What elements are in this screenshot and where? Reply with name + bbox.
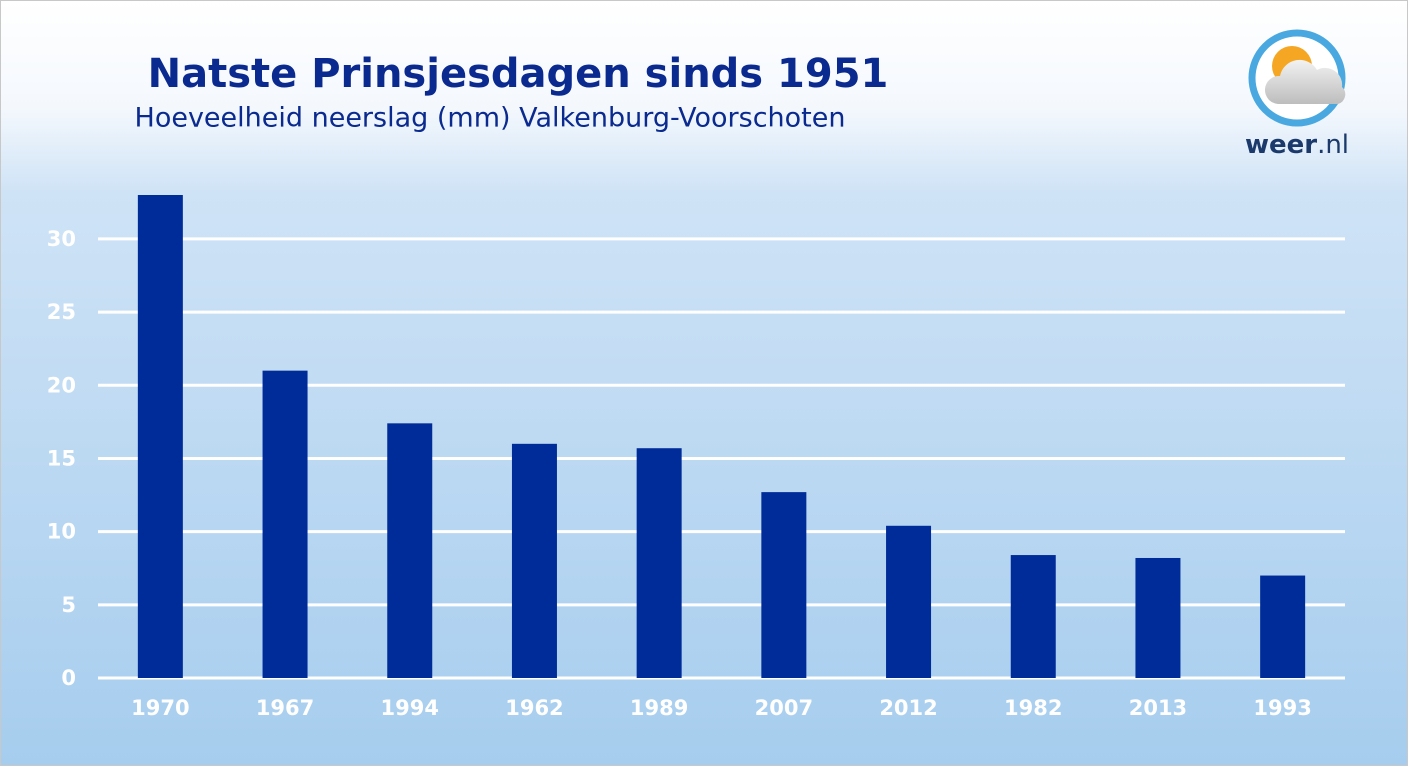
x-tick-label: 1967 bbox=[256, 696, 314, 720]
bar bbox=[761, 492, 807, 678]
bar bbox=[387, 423, 433, 678]
y-tick-label: 5 bbox=[61, 593, 76, 617]
y-tick-label: 20 bbox=[47, 373, 76, 397]
bar bbox=[511, 443, 557, 678]
bar bbox=[1010, 555, 1056, 678]
logo-cloud bbox=[1264, 59, 1346, 104]
y-tick-label: 0 bbox=[61, 666, 76, 690]
logo-suffix: .nl bbox=[1317, 130, 1349, 160]
y-tick-label: 30 bbox=[47, 227, 76, 251]
x-tick-label: 2007 bbox=[755, 696, 813, 720]
x-tick-label: 2013 bbox=[1129, 696, 1187, 720]
bar bbox=[636, 448, 682, 678]
bar bbox=[1260, 575, 1306, 678]
logo: weer.nl bbox=[1245, 29, 1349, 160]
bar bbox=[886, 525, 932, 678]
x-tick-label: 2012 bbox=[879, 696, 937, 720]
logo-text: weer.nl bbox=[1245, 130, 1349, 160]
x-tick-label: 1970 bbox=[131, 696, 189, 720]
bar bbox=[137, 195, 183, 678]
logo-name: weer bbox=[1245, 130, 1317, 160]
x-tick-label: 1962 bbox=[505, 696, 563, 720]
chart-subtitle: Hoeveelheid neerslag (mm) Valkenburg-Voo… bbox=[135, 103, 846, 134]
x-tick-label: 1993 bbox=[1253, 696, 1311, 720]
bar bbox=[262, 370, 308, 678]
y-tick-label: 10 bbox=[47, 520, 76, 544]
x-tick-label: 1982 bbox=[1004, 696, 1062, 720]
x-tick-label: 1989 bbox=[630, 696, 688, 720]
bar bbox=[1135, 557, 1181, 678]
y-tick-label: 15 bbox=[47, 446, 76, 470]
chart-title: Natste Prinsjesdagen sinds 1951 bbox=[148, 51, 889, 97]
y-tick-label: 25 bbox=[47, 300, 76, 324]
x-tick-label: 1994 bbox=[381, 696, 439, 720]
